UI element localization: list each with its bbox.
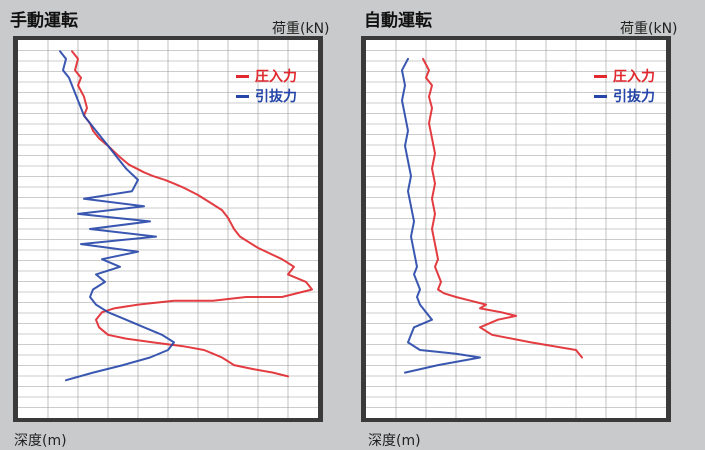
legend-label-pullout: 引抜力 xyxy=(613,89,655,105)
y-axis-label: 深度(m) xyxy=(14,433,67,449)
legend-label-compression: 圧入力 xyxy=(613,69,655,85)
x-axis-label: 荷重(kN) xyxy=(620,21,678,37)
chart-legend: 圧入力 引抜力 xyxy=(594,66,655,106)
manual-operation-panel: 手動運転 荷重(kN) 深度(m) 圧入力 引抜力 xyxy=(0,0,352,449)
legend-item-pullout: 引抜力 xyxy=(236,86,297,106)
chart-legend: 圧入力 引抜力 xyxy=(236,66,297,106)
manual-operation-chart xyxy=(13,36,323,422)
legend-label-pullout: 引抜力 xyxy=(255,89,297,105)
legend-swatch-compression xyxy=(594,74,607,78)
legend-item-compression: 圧入力 xyxy=(594,66,655,86)
series-line-compression xyxy=(71,50,313,378)
y-axis-label: 深度(m) xyxy=(368,433,421,449)
series-line-pullout xyxy=(401,57,481,374)
legend-label-compression: 圧入力 xyxy=(255,69,297,85)
series-line-pullout xyxy=(59,50,175,382)
chart-title: 手動運転 xyxy=(10,11,78,31)
legend-swatch-compression xyxy=(236,74,249,78)
chart-title: 自動運転 xyxy=(364,11,432,31)
legend-swatch-pullout xyxy=(236,94,249,98)
x-axis-label: 荷重(kN) xyxy=(272,21,330,37)
legend-swatch-pullout xyxy=(594,94,607,98)
legend-item-compression: 圧入力 xyxy=(236,66,297,86)
legend-item-pullout: 引抜力 xyxy=(594,86,655,106)
auto-operation-panel: 自動運転 荷重(kN) 深度(m) 圧入力 引抜力 xyxy=(354,0,705,449)
series-line-compression xyxy=(422,57,583,359)
auto-operation-chart xyxy=(361,36,671,422)
